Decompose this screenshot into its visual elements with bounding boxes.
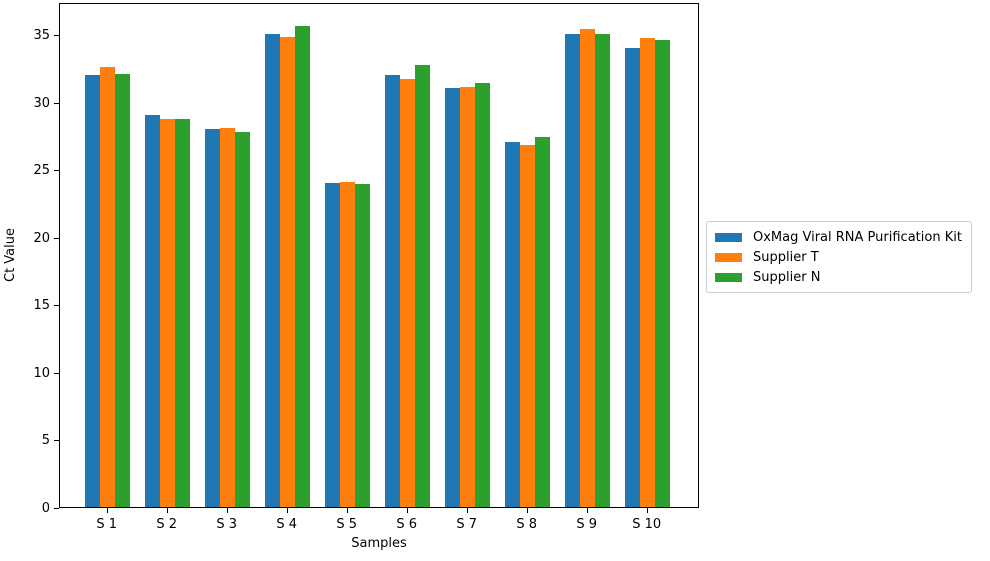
bar-supplier-t-s5 [340,181,356,507]
bar-supplier-n-s7 [475,83,491,507]
y-tick-label: 35 [33,28,50,44]
x-tick-label: S 6 [396,517,418,532]
legend-item-supplier-n: Supplier N [715,267,962,287]
y-tick-mark [54,508,59,509]
x-tick-label: S 10 [632,517,662,532]
legend-swatch-supplier-t [715,252,742,262]
bar-supplier-t-s8 [520,145,536,507]
x-tick-mark [586,508,588,513]
bar-supplier-n-s8 [535,137,551,507]
bar-supplier-t-s7 [460,87,476,507]
y-tick-mark [54,440,59,442]
x-tick-label: S 2 [156,517,178,532]
x-tick-mark [106,508,108,513]
bar-supplier-t-s9 [580,29,596,507]
y-tick-label: 15 [33,298,50,314]
y-tick-label: 25 [33,163,50,179]
bar-oxmag-viral-rna-purification-kit-s3 [205,128,221,507]
x-tick-label: S 5 [336,517,358,532]
y-tick-mark [54,372,59,374]
x-tick-label: S 8 [516,517,538,532]
x-tick-mark [286,508,288,513]
bar-supplier-n-s5 [355,184,371,507]
bar-supplier-t-s4 [280,37,296,507]
bar-oxmag-viral-rna-purification-kit-s5 [325,182,341,507]
bar-supplier-n-s2 [175,118,191,507]
bar-supplier-n-s10 [655,39,671,507]
x-tick-label: S 3 [216,517,238,532]
legend-label: Supplier N [753,269,821,285]
x-tick-label: S 7 [456,517,478,532]
bar-supplier-n-s9 [595,34,611,507]
x-tick-mark [346,508,348,513]
bar-oxmag-viral-rna-purification-kit-s1 [85,74,101,507]
x-tick-mark [646,508,648,513]
bar-oxmag-viral-rna-purification-kit-s9 [565,34,581,507]
bar-supplier-t-s1 [100,66,116,507]
x-tick-mark [166,508,168,513]
bar-supplier-t-s3 [220,127,236,507]
bar-oxmag-viral-rna-purification-kit-s2 [145,115,161,507]
bar-oxmag-viral-rna-purification-kit-s10 [625,47,641,507]
y-tick-label: 30 [33,95,50,111]
legend-label: Supplier T [753,249,819,265]
y-tick-mark [54,102,59,104]
legend-swatch-oxmag-viral-rna-purification-kit [715,232,742,242]
y-tick-mark [54,305,59,307]
plot-area [59,3,699,508]
y-tick-label: 0 [41,501,50,516]
legend-item-supplier-t: Supplier T [715,247,962,267]
x-axis-label: Samples [351,536,407,551]
x-tick-mark [466,508,468,513]
bar-supplier-n-s3 [235,131,251,507]
y-tick-label: 5 [41,433,50,449]
legend-label: OxMag Viral RNA Purification Kit [753,229,962,245]
bar-supplier-n-s4 [295,26,311,507]
bar-oxmag-viral-rna-purification-kit-s7 [445,88,461,507]
x-tick-label: S 1 [96,517,118,532]
bar-oxmag-viral-rna-purification-kit-s8 [505,142,521,507]
x-tick-mark [406,508,408,513]
x-tick-label: S 4 [276,517,298,532]
bar-oxmag-viral-rna-purification-kit-s6 [385,74,401,507]
y-tick-mark [54,35,59,37]
bar-supplier-t-s10 [640,38,656,507]
legend-item-oxmag-viral-rna-purification-kit: OxMag Viral RNA Purification Kit [715,227,962,247]
bar-supplier-t-s2 [160,119,176,507]
bar-oxmag-viral-rna-purification-kit-s4 [265,34,281,507]
y-tick-mark [54,170,59,172]
legend-swatch-supplier-n [715,272,742,282]
y-tick-label: 20 [33,230,50,246]
bar-supplier-t-s6 [400,78,416,507]
bar-supplier-n-s6 [415,65,431,507]
x-tick-mark [526,508,528,513]
y-tick-label: 10 [33,365,50,381]
legend: OxMag Viral RNA Purification Kit Supplier… [706,221,972,293]
y-axis-label: Ct Value [3,227,18,283]
bar-supplier-n-s1 [115,73,131,507]
y-tick-mark [54,237,59,239]
x-tick-label: S 9 [576,517,598,532]
x-tick-mark [226,508,228,513]
